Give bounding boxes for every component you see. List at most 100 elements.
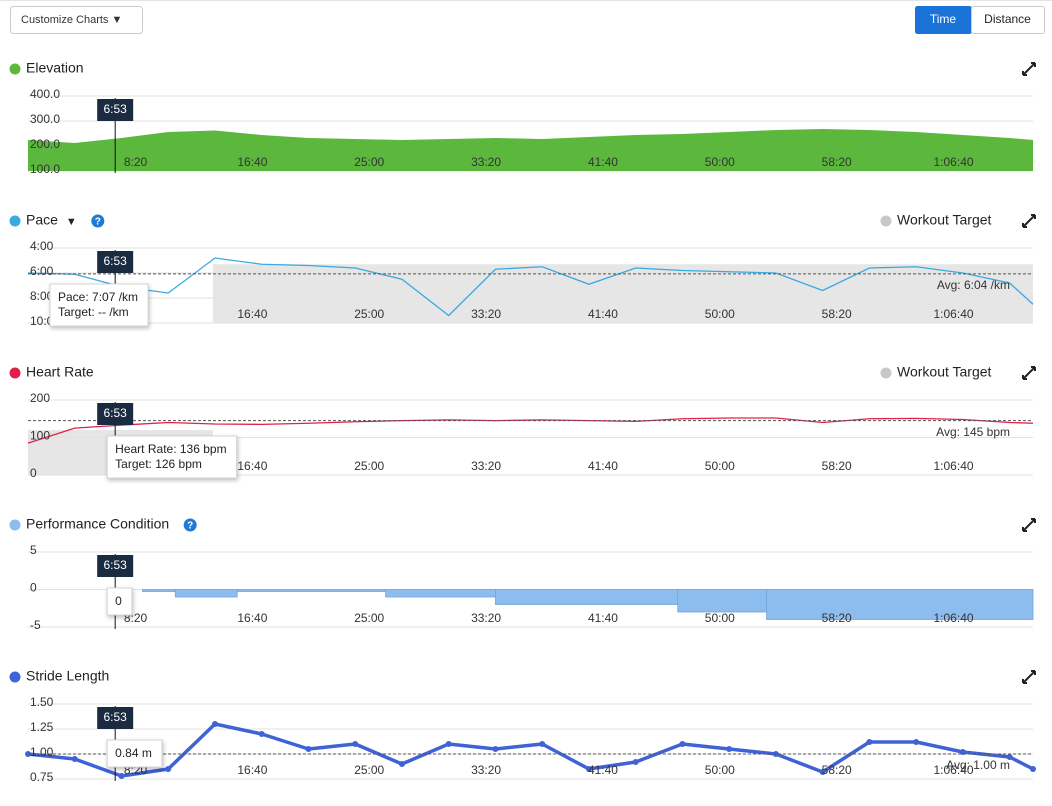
x-tick-label: 41:40 xyxy=(588,459,618,473)
point xyxy=(211,721,218,727)
cursor-badge xyxy=(97,707,134,729)
cursor-label: 6:53 xyxy=(103,254,127,268)
cursor-badge xyxy=(97,251,134,273)
x-tick-label: 25:00 xyxy=(354,763,384,777)
step-segment xyxy=(495,589,679,605)
y-tick-label: 100.0 xyxy=(30,162,60,176)
cursor-badge xyxy=(97,555,134,577)
y-tick-label: 0.75 xyxy=(30,770,54,784)
x-tick-label: 16:40 xyxy=(237,611,267,625)
help-icon[interactable] xyxy=(183,518,197,532)
x-tick-label: 33:20 xyxy=(471,763,501,777)
button-frame[interactable] xyxy=(10,6,143,34)
tooltip-line: Pace: 7:07 /km xyxy=(58,290,138,304)
y-tick-label: 400.0 xyxy=(30,87,60,101)
x-tick-label: 1:06:40 xyxy=(934,307,974,321)
point xyxy=(539,741,546,747)
y-tick-label: 0 xyxy=(30,466,37,480)
step-segment xyxy=(174,589,238,598)
chart-panel: Heart Rate Workout Target Avg: 145 bpm 0 100… xyxy=(9,364,1036,480)
title-dot xyxy=(9,519,21,531)
x-tick-label: 41:40 xyxy=(588,307,618,321)
title-dot xyxy=(9,215,21,227)
x-tick-label: 1:06:40 xyxy=(934,155,974,169)
x-tick-label: 41:40 xyxy=(588,763,618,777)
tooltip-line: Target: 126 bpm xyxy=(115,457,202,471)
title-dropdown[interactable]: ▼ xyxy=(66,216,77,228)
step-segment xyxy=(236,589,386,592)
tooltip-line: Target: -- /km xyxy=(58,305,129,319)
help-icon-label[interactable]: ? xyxy=(95,217,101,228)
x-tick-label: 25:00 xyxy=(354,155,384,169)
expand-icon[interactable] xyxy=(1022,518,1036,532)
x-tick-label: 1:06:40 xyxy=(934,611,974,625)
tooltip: 0.84 m xyxy=(106,739,163,768)
x-tick-label: 33:20 xyxy=(471,611,501,625)
expand-icon[interactable] xyxy=(1022,62,1036,76)
point xyxy=(632,759,639,765)
button-label[interactable]: Customize Charts ▼ xyxy=(21,14,122,26)
avg-label: Avg: 6:04 /km xyxy=(937,278,1010,292)
avg-label: Avg: 1.00 m xyxy=(946,758,1010,772)
expand-icon[interactable] xyxy=(1022,366,1036,380)
point xyxy=(258,731,265,737)
point xyxy=(118,773,125,779)
tooltip-line: 0 xyxy=(115,594,122,608)
x-tick-label: 16:40 xyxy=(237,155,267,169)
x-tick-label: 50:00 xyxy=(705,459,735,473)
x-tick-label: 1:06:40 xyxy=(934,459,974,473)
legend-dot xyxy=(880,215,892,227)
point xyxy=(726,746,733,752)
point xyxy=(71,756,78,762)
tooltip-box xyxy=(106,587,133,616)
mode-label[interactable]: Distance xyxy=(984,12,1031,26)
chart-panel: Stride Length Avg: 1.00 m 0.75 1.00 1.25 1.50… xyxy=(9,668,1036,784)
x-tick-label: 25:00 xyxy=(354,611,384,625)
x-tick-label: 50:00 xyxy=(705,611,735,625)
tooltip-line: Heart Rate: 136 bpm xyxy=(115,442,226,456)
title-dot xyxy=(9,671,21,683)
point xyxy=(492,746,499,752)
help-icon-label[interactable]: ? xyxy=(187,521,193,532)
y-tick-label: -5 xyxy=(30,618,41,632)
point xyxy=(1030,766,1036,772)
cursor-label: 6:53 xyxy=(103,102,127,116)
x-tick-label: 16:40 xyxy=(237,763,267,777)
tooltip-box xyxy=(106,435,238,479)
mode-button[interactable] xyxy=(971,6,1045,34)
cursor-label: 6:53 xyxy=(103,710,127,724)
avg-label: Avg: 145 bpm xyxy=(936,425,1010,439)
x-tick-label: 50:00 xyxy=(705,155,735,169)
mode-toggle: Time Distance xyxy=(915,6,1045,34)
customize-button[interactable]: Customize Charts ▼ xyxy=(10,6,143,34)
mode-label[interactable]: Time xyxy=(930,12,957,26)
point xyxy=(165,766,172,772)
y-tick-label: 8:00 xyxy=(30,289,54,303)
tooltip: 0 xyxy=(106,587,133,616)
chart-title: Heart Rate xyxy=(26,364,94,380)
help-icon[interactable] xyxy=(91,214,105,228)
point xyxy=(1006,754,1013,760)
cursor-label: 6:53 xyxy=(103,406,127,420)
x-tick-label: 58:20 xyxy=(822,459,852,473)
area xyxy=(28,129,1033,171)
x-tick-label: 25:00 xyxy=(354,307,384,321)
expand-icon[interactable] xyxy=(1022,214,1036,228)
legend-label: Workout Target xyxy=(897,364,992,380)
y-tick-label: 300.0 xyxy=(30,112,60,126)
x-tick-label: 58:20 xyxy=(822,155,852,169)
step-segment xyxy=(766,589,1034,620)
y-tick-label: 200.0 xyxy=(30,137,60,151)
y-tick-label: 5 xyxy=(30,543,37,557)
x-tick-label: 33:20 xyxy=(471,307,501,321)
tooltip-line: 0.84 m xyxy=(115,746,152,760)
chart-title: Elevation xyxy=(26,60,84,76)
chart-panel: Elevation 100.0 200.0 300.0 400.0 8:20 16:40 25… xyxy=(9,60,1036,176)
expand-icon[interactable] xyxy=(1022,670,1036,684)
y-tick-label: 200 xyxy=(30,391,50,405)
x-tick-label: 50:00 xyxy=(705,307,735,321)
point xyxy=(866,739,873,745)
point xyxy=(819,769,826,775)
